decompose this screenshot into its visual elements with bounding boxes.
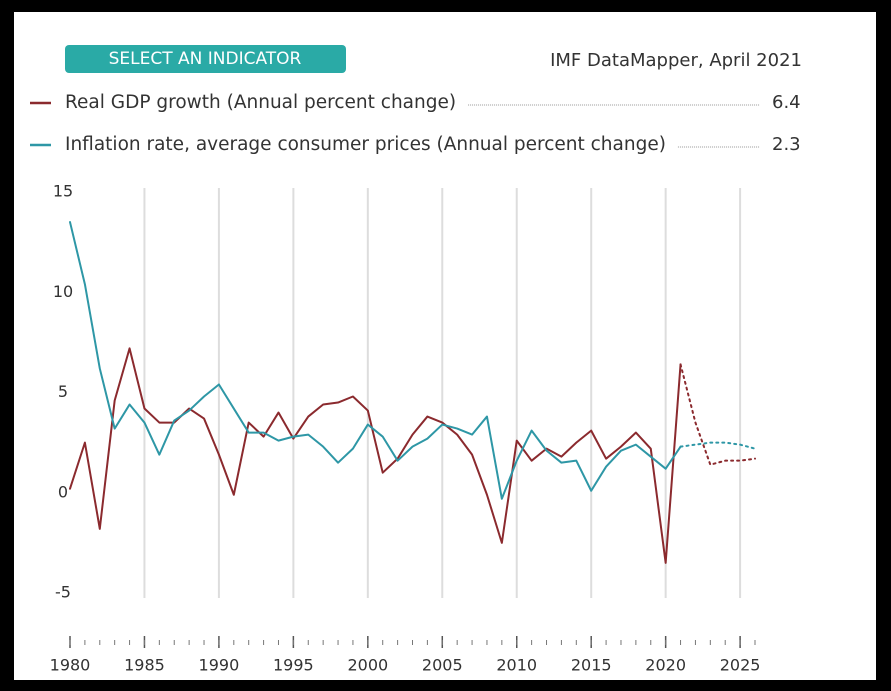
x-tick-label: 2010	[496, 656, 537, 675]
x-tick-label: 2020	[645, 656, 686, 675]
x-tick-label: 1980	[50, 656, 91, 675]
projection-line	[679, 363, 756, 466]
y-tick-label: 15	[53, 182, 73, 201]
x-tick-label: 2015	[571, 656, 612, 675]
indicator-button[interactable]	[65, 45, 346, 73]
projection-line	[679, 441, 756, 450]
legend-value: 6.4	[772, 92, 801, 113]
x-tick-label: 1985	[124, 656, 165, 675]
x-tick-label: 2025	[720, 656, 761, 675]
y-tick-label: 5	[58, 382, 68, 401]
x-tick-label: 2005	[422, 656, 463, 675]
series-line	[69, 347, 682, 564]
y-tick-label: 10	[53, 282, 73, 301]
legend-label: Inflation rate, average consumer prices …	[65, 134, 666, 155]
x-tick-label: 1995	[273, 656, 314, 675]
series-line	[69, 221, 682, 500]
source: IMF DataMapper, April 2021	[550, 50, 802, 71]
y-tick-label: 0	[58, 482, 68, 501]
frame	[14, 12, 876, 680]
x-tick-label: 1990	[199, 656, 240, 675]
legend-value: 2.3	[772, 134, 801, 155]
y-tick-label: -5	[55, 583, 71, 602]
legend-label: Real GDP growth (Annual percent change)	[65, 92, 456, 113]
x-tick-label: 2000	[347, 656, 388, 675]
button-label[interactable]: SELECT AN INDICATOR	[109, 49, 302, 69]
